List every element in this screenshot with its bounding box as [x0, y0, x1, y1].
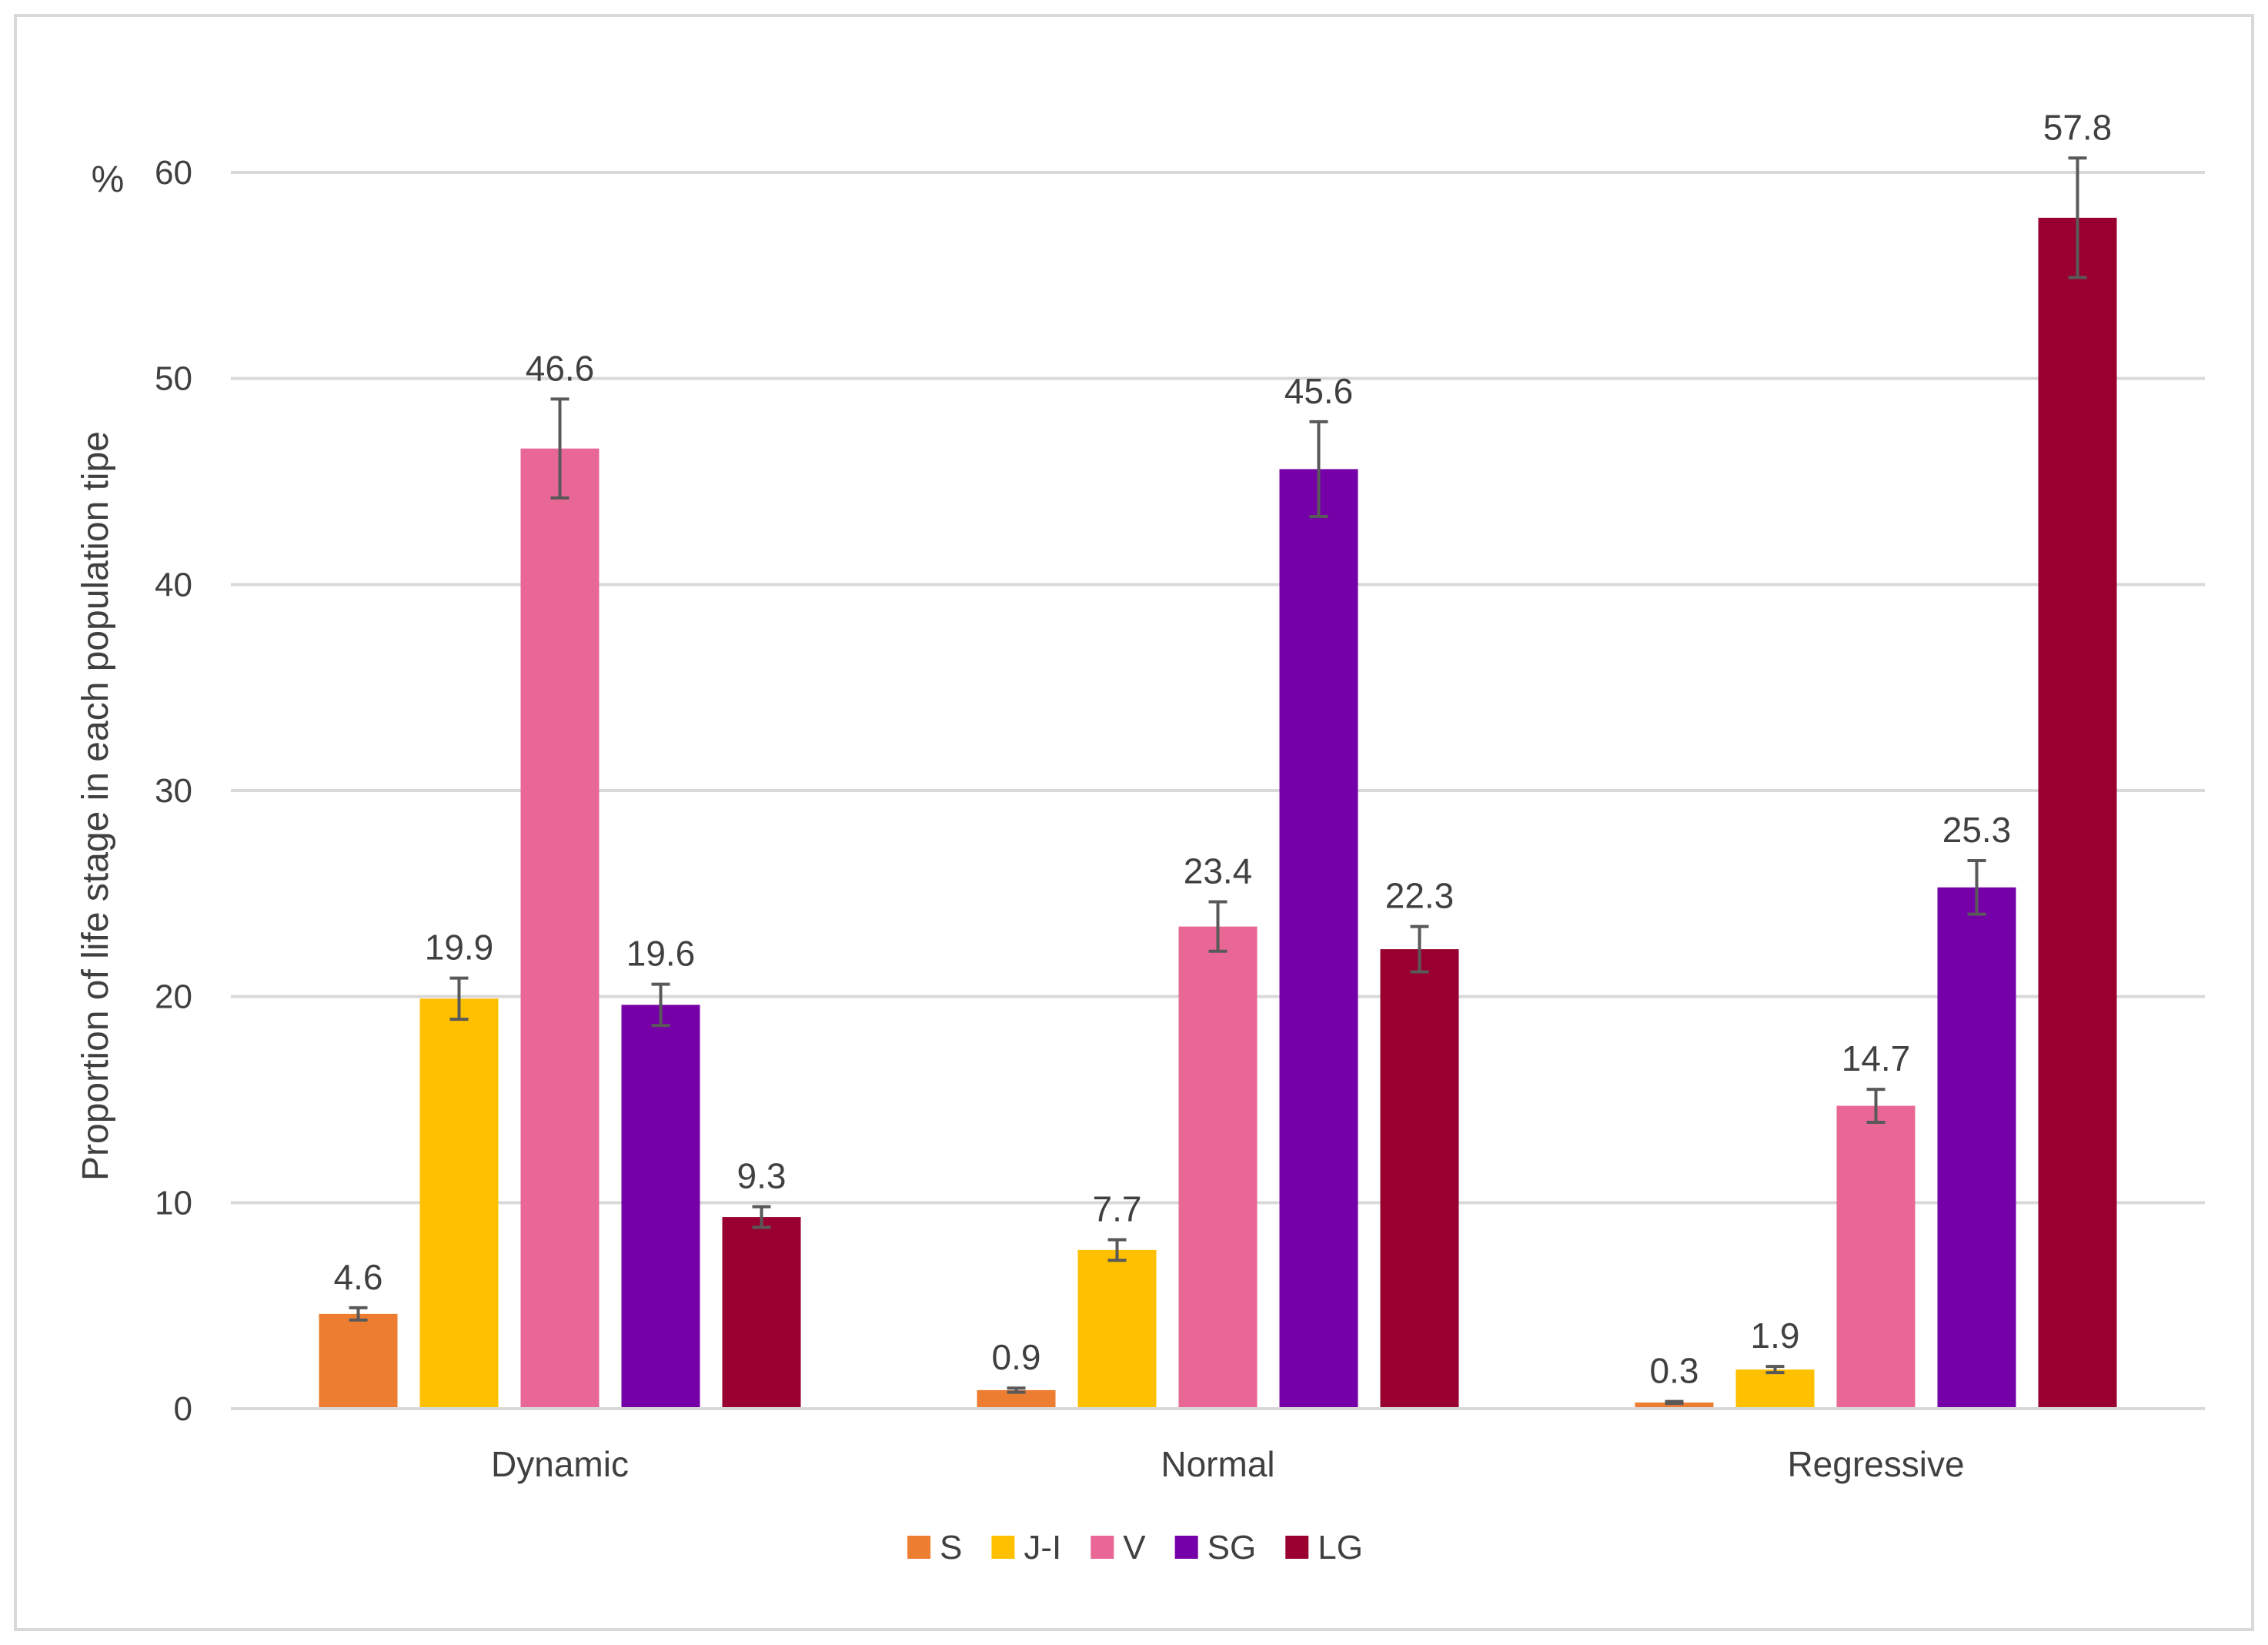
error-bar-LG-Normal: [1410, 924, 1429, 974]
data-label-SG-Dynamic: 19.6: [626, 934, 696, 974]
error-bar-V-Regressive: [1866, 1088, 1886, 1124]
bar-SG-Regressive: [1937, 887, 2016, 1409]
bar-LG-Regressive: [2038, 217, 2117, 1409]
legend-swatch-LG: [1285, 1536, 1309, 1559]
y-tick-label-30: 30: [155, 772, 192, 810]
bar-S-Regressive: [1635, 1402, 1714, 1409]
legend-swatch-J-I: [991, 1536, 1015, 1559]
error-bar-SG-Dynamic: [651, 982, 670, 1028]
data-label-J-I-Normal: 7.7: [1093, 1189, 1142, 1229]
data-label-LG-Dynamic: 9.3: [737, 1156, 787, 1196]
legend-label-J-I: J-I: [1024, 1529, 1061, 1566]
error-bar-V-Dynamic: [550, 397, 570, 500]
y-tick-label-20: 20: [155, 978, 192, 1016]
x-tick-label-regressive: Regressive: [1787, 1444, 1964, 1484]
y-tick-label-50: 50: [155, 360, 192, 398]
error-bar-SG-Regressive: [1967, 859, 1986, 916]
bar-J-I-Dynamic: [419, 998, 499, 1409]
legend-item-V: V: [1091, 1529, 1146, 1566]
data-label-SG-Regressive: 25.3: [1942, 810, 2012, 850]
data-label-V-Normal: 23.4: [1184, 851, 1253, 891]
bar-LG-Dynamic: [722, 1217, 801, 1409]
y-tick-label-0: 0: [174, 1390, 192, 1428]
error-bar-J-I-Dynamic: [449, 976, 469, 1021]
legend-item-LG: LG: [1285, 1529, 1363, 1566]
data-label-J-I-Regressive: 1.9: [1751, 1316, 1800, 1356]
bar-SG-Dynamic: [621, 1005, 700, 1409]
error-bar-S-Normal: [1007, 1386, 1026, 1394]
bar-V-Regressive: [1836, 1105, 1916, 1409]
legend-swatch-S: [907, 1536, 931, 1559]
x-tick-label-dynamic: Dynamic: [491, 1444, 629, 1484]
data-label-LG-Regressive: 57.8: [2043, 107, 2113, 147]
y-tick-label-60: 60: [155, 154, 192, 192]
data-label-SG-Normal: 45.6: [1284, 371, 1354, 411]
y-unit-label: %: [92, 159, 125, 200]
bar-V-Normal: [1178, 926, 1258, 1409]
bar-S-Dynamic: [319, 1313, 398, 1409]
legend-item-J-I: J-I: [991, 1529, 1061, 1566]
legend-item-S: S: [907, 1529, 962, 1566]
legend-label-S: S: [940, 1529, 962, 1566]
y-tick-label-10: 10: [155, 1184, 192, 1222]
data-label-V-Dynamic: 46.6: [526, 348, 595, 388]
data-label-V-Regressive: 14.7: [1842, 1038, 1911, 1078]
error-bar-S-Regressive: [1665, 1399, 1684, 1406]
x-tick-label-normal: Normal: [1161, 1444, 1274, 1484]
error-bar-J-I-Regressive: [1765, 1365, 1785, 1375]
legend-swatch-SG: [1174, 1536, 1198, 1559]
error-bar-LG-Regressive: [2068, 156, 2087, 279]
error-bars: [349, 156, 2087, 1406]
error-bar-S-Dynamic: [349, 1306, 368, 1322]
axes: 0 10 20 30 40 50 60% Proportion of life stage i…: [75, 154, 2205, 1484]
data-label-LG-Normal: 22.3: [1385, 876, 1455, 916]
error-bar-V-Normal: [1208, 900, 1228, 953]
data-label-J-I-Dynamic: 19.9: [425, 928, 494, 968]
bar-J-I-Normal: [1077, 1249, 1157, 1409]
legend-item-SG: SG: [1174, 1529, 1257, 1566]
legend-label-V: V: [1123, 1529, 1146, 1566]
data-labels: 4.6 19.9 46.6 19.6 9.3 0.9 7.7 23.4 45.6 22.3 0.3 1…: [334, 107, 2113, 1390]
bar-LG-Normal: [1380, 949, 1459, 1409]
data-label-S-Dynamic: 4.6: [334, 1257, 383, 1297]
legend-swatch-V: [1091, 1536, 1114, 1559]
data-label-S-Regressive: 0.3: [1650, 1351, 1699, 1391]
legend-label-SG: SG: [1207, 1529, 1257, 1566]
bar-SG-Normal: [1279, 469, 1358, 1409]
data-label-S-Normal: 0.9: [992, 1337, 1041, 1377]
error-bar-J-I-Normal: [1107, 1238, 1127, 1262]
bar-J-I-Regressive: [1735, 1369, 1815, 1409]
y-axis-title: Proportion of life stage in each populat…: [75, 431, 116, 1181]
y-tick-label-40: 40: [155, 566, 192, 604]
legend-label-LG: LG: [1318, 1529, 1363, 1566]
bars: [319, 217, 2117, 1409]
legend: S J-I V SG LG: [907, 1529, 1363, 1566]
bar-V-Dynamic: [520, 448, 600, 1409]
error-bar-LG-Dynamic: [752, 1205, 771, 1229]
error-bar-SG-Normal: [1309, 420, 1328, 519]
